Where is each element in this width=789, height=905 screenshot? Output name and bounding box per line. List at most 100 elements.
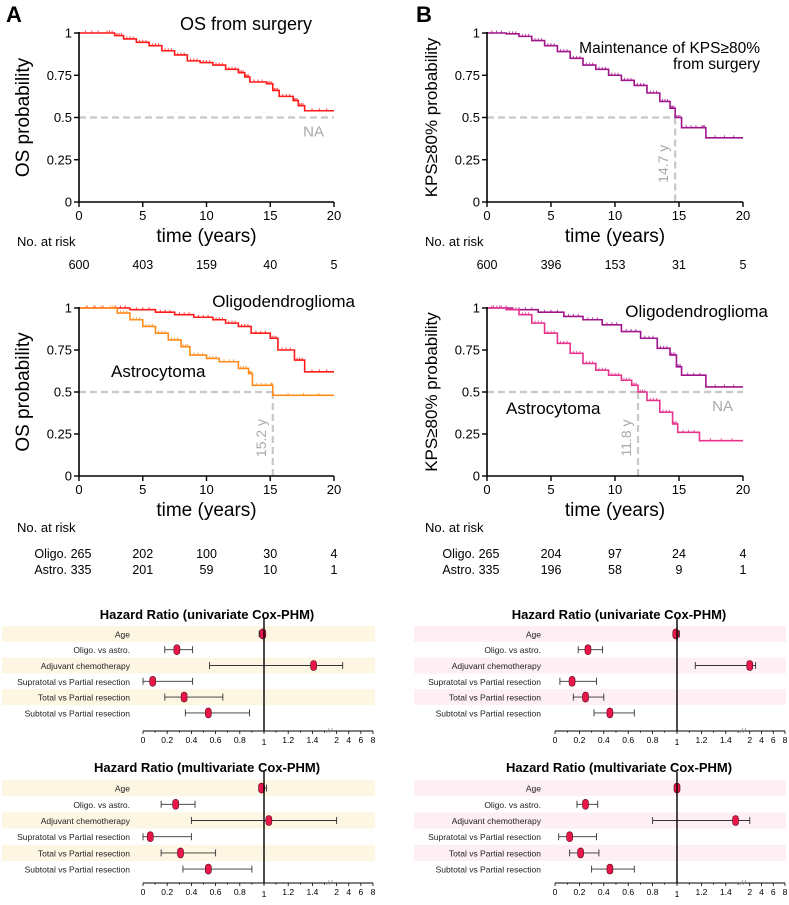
- x-tick-label: 0.6: [622, 735, 634, 745]
- axis-break-mark: [329, 727, 333, 734]
- forest-plot-A_forest_multi: Hazard Ratio (multivariate Cox-PHM) Age Ol…: [2, 760, 376, 899]
- risk-table-label: No. at risk: [425, 234, 484, 249]
- row-band: [2, 657, 375, 674]
- km-curve-all: [487, 32, 743, 139]
- risk-count: 600: [477, 258, 498, 272]
- axis-break-mark: [742, 727, 747, 734]
- x-tick-label: 1: [675, 889, 680, 899]
- row-band: [414, 812, 786, 829]
- x-tick-label: 0.2: [161, 735, 173, 745]
- x-tick-label: 10: [608, 482, 622, 497]
- series-label-oligodendroglioma: Oligodendroglioma: [625, 302, 768, 321]
- axis-break-mark: [329, 879, 333, 886]
- hazard-ratio-marker: [205, 707, 212, 719]
- hazard-ratio-marker: [732, 815, 739, 826]
- risk-count: 5: [740, 258, 747, 272]
- risk-count: 4: [331, 547, 338, 561]
- x-tick-label: 4: [346, 887, 351, 897]
- risk-count: 265: [71, 547, 92, 561]
- risk-table-label: No. at risk: [17, 520, 76, 535]
- risk-count: 5: [331, 258, 338, 272]
- hazard-ratio-marker: [173, 644, 181, 656]
- risk-count: 58: [608, 563, 622, 577]
- x-tick-label: 20: [327, 482, 341, 497]
- risk-count: 159: [196, 258, 217, 272]
- risk-table-label: No. at risk: [425, 520, 484, 535]
- x-tick-label: 0.6: [210, 887, 222, 897]
- x-tick-label: 0.6: [210, 735, 222, 745]
- risk-count: 153: [605, 258, 626, 272]
- y-tick-label: 0.25: [455, 152, 480, 167]
- x-tick-label: 2: [334, 887, 339, 897]
- risk-count: 600: [69, 258, 90, 272]
- y-tick-label: 0.75: [47, 68, 72, 83]
- hazard-ratio-marker: [172, 798, 179, 810]
- hazard-ratio-marker: [746, 660, 754, 671]
- risk-count: 204: [541, 547, 562, 561]
- risk-row-name: Astro.: [34, 563, 67, 577]
- panel-label-a: A: [6, 2, 22, 27]
- x-tick-label: 8: [783, 735, 788, 745]
- forest-plot-B_forest_uni: Hazard Ratio (univariate Cox-PHM) Age Olig…: [414, 607, 788, 747]
- forest-title: Hazard Ratio (multivariate Cox-PHM): [94, 760, 320, 775]
- y-tick-label: 1: [65, 301, 72, 316]
- x-tick-label: 8: [371, 887, 376, 897]
- x-tick-label: 15: [672, 482, 686, 497]
- x-tick-label: 0: [75, 482, 82, 497]
- km-curve-astrocytoma: [79, 307, 334, 397]
- y-axis-title: OS probability: [13, 57, 34, 177]
- x-tick-label: 2: [334, 735, 339, 745]
- row-label: Adjuvant chemotherapy: [41, 816, 131, 826]
- km-plot-B_bottom: 11.8 y NA 0 5 10 15 20 0 0.25 0.5 0.75 1 time (years…: [422, 301, 769, 578]
- hazard-ratio-marker: [606, 863, 614, 875]
- risk-count: 201: [132, 563, 153, 577]
- x-tick-label: 8: [371, 735, 376, 745]
- row-band: [414, 657, 786, 674]
- axis-break-mark: [326, 727, 330, 734]
- km-curve-all: [79, 32, 334, 112]
- hazard-ratio-marker: [606, 707, 614, 719]
- y-tick-label: 0: [473, 469, 480, 484]
- y-tick-label: 0.75: [47, 343, 72, 358]
- x-tick-label: 0.2: [573, 735, 585, 745]
- x-tick-label: 1: [262, 737, 267, 747]
- x-tick-label: 10: [199, 208, 213, 223]
- x-tick-label: 0.4: [185, 887, 197, 897]
- km-plot-A_top: NA 0 5 10 15 20 0 0.25 0.5 0.75 1 time (years) OS pr…: [13, 14, 341, 272]
- x-tick-label: 0: [141, 735, 146, 745]
- x-tick-label: 0.2: [573, 887, 585, 897]
- y-tick-label: 0.25: [47, 152, 72, 167]
- x-tick-label: 6: [771, 735, 776, 745]
- axis-break-mark: [739, 727, 744, 734]
- x-tick-label: 0.4: [598, 887, 610, 897]
- risk-count: 10: [263, 563, 277, 577]
- y-tick-label: 1: [65, 26, 72, 41]
- x-tick-label: 5: [547, 208, 554, 223]
- risk-count: 59: [200, 563, 214, 577]
- x-tick-label: 0.8: [647, 887, 659, 897]
- row-label: Supratotal vs Partial resection: [428, 677, 541, 687]
- chart-title-line-2: from surgery: [673, 56, 760, 73]
- y-tick-label: 0.5: [54, 110, 72, 125]
- forest-plot-A_forest_uni: Hazard Ratio (univariate Cox-PHM) Age Olig…: [2, 607, 376, 747]
- row-label: Oligo. vs astro.: [484, 800, 541, 810]
- risk-count: 1: [740, 563, 747, 577]
- x-tick-label: 1: [262, 889, 267, 899]
- x-tick-label: 0.8: [234, 887, 246, 897]
- y-tick-label: 0.25: [47, 427, 72, 442]
- hazard-ratio-marker: [259, 628, 267, 640]
- risk-count: 24: [672, 547, 686, 561]
- x-tick-label: 0.8: [647, 735, 659, 745]
- row-band: [414, 626, 786, 642]
- hazard-ratio-marker: [310, 660, 317, 671]
- row-label: Age: [115, 629, 130, 639]
- risk-count: 97: [608, 547, 622, 561]
- row-band: [414, 780, 786, 797]
- median-survival-label: 14.7 y: [655, 145, 671, 183]
- hazard-ratio-marker: [582, 798, 589, 810]
- x-tick-label: 10: [608, 208, 622, 223]
- x-tick-label: 20: [736, 208, 750, 223]
- row-label: Adjuvant chemotherapy: [452, 816, 542, 826]
- y-axis-title: KPS≥80% probability: [422, 37, 441, 197]
- series-label-oligodendroglioma: Oligodendroglioma: [212, 292, 355, 311]
